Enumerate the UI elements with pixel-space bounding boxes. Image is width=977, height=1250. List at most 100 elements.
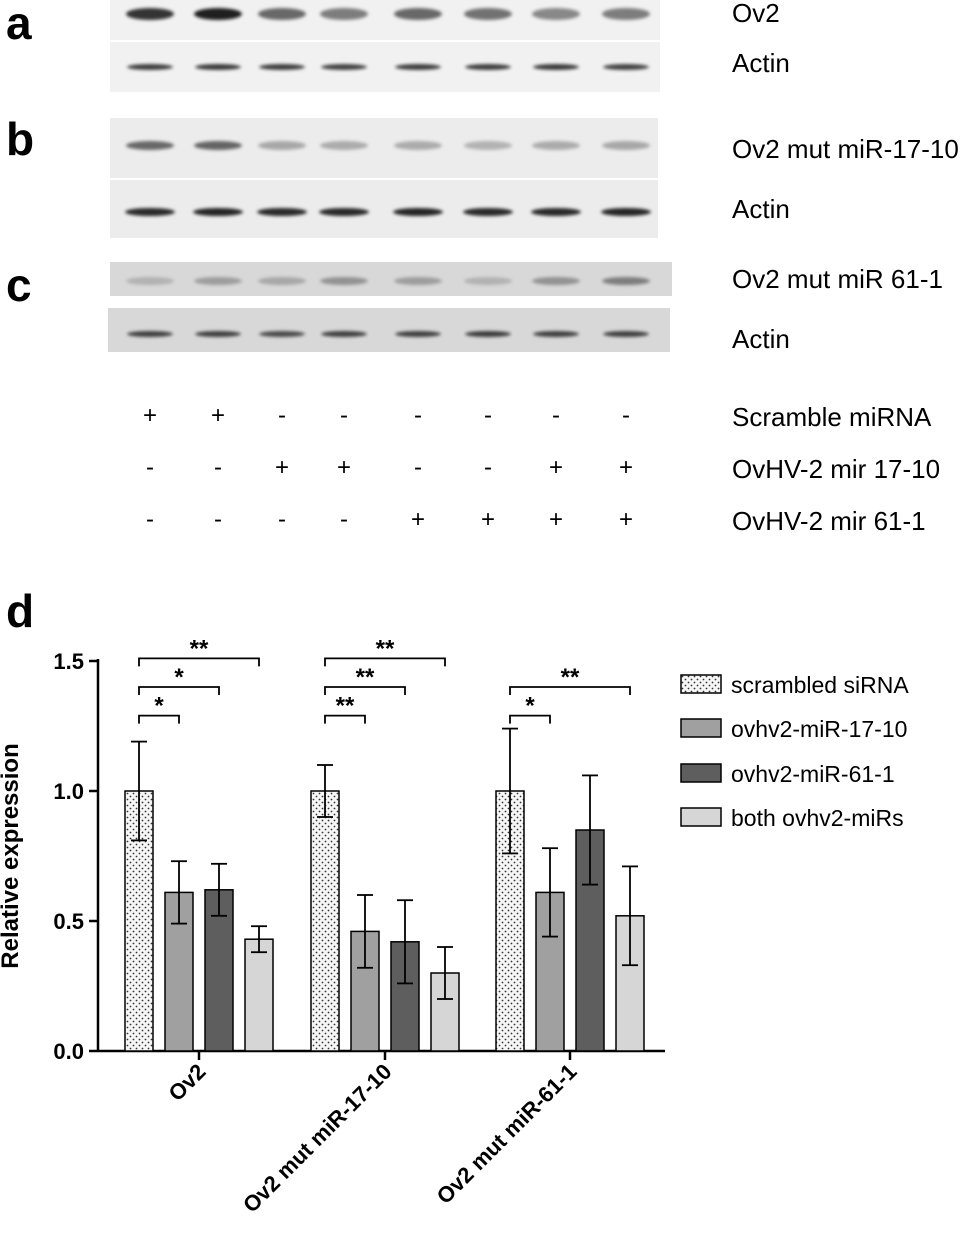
blot-a-target-band-1 — [126, 8, 174, 20]
condition-sign: + — [410, 506, 425, 533]
blot-b-actin-band-4 — [319, 207, 369, 216]
blot-a-actin-band-3 — [259, 64, 305, 70]
significance-bracket — [324, 686, 406, 695]
blot-a-target-image — [110, 0, 660, 40]
condition-sign: + — [548, 506, 563, 533]
blot-a-actin-band-2 — [195, 64, 241, 70]
y-tick-label: 0.5 — [53, 909, 84, 934]
blot-b-target-band-2 — [194, 140, 242, 150]
bar — [535, 891, 565, 1052]
blot-c-target-label: Ov2 mut miR 61-1 — [732, 264, 943, 294]
blot-c-actin-band-4 — [321, 331, 367, 338]
panel-letter-d: d — [6, 585, 35, 637]
blot-b-actin-image — [110, 180, 658, 238]
condition-sign: - — [146, 454, 154, 481]
legend-swatch — [680, 718, 722, 738]
significance-label: * — [174, 664, 184, 691]
legend-swatch — [680, 674, 722, 694]
condition-sign: + — [618, 454, 633, 481]
blot-a-target-band-3 — [258, 8, 306, 20]
blot-c-actin-band-7 — [533, 331, 579, 338]
legend-label: scrambled siRNA — [731, 672, 909, 698]
significance-bracket — [509, 686, 631, 695]
bar — [244, 938, 274, 1052]
blot-b-actin-band-2 — [193, 207, 243, 216]
panel-letter-b: b — [6, 113, 35, 165]
y-tick-label: 1.0 — [53, 779, 84, 804]
condition-sign: + — [210, 402, 225, 429]
condition-sign: - — [414, 402, 422, 429]
blot-c-target-band-8 — [602, 276, 650, 285]
condition-sign: - — [214, 506, 222, 533]
condition-label: OvHV-2 mir 61-1 — [732, 506, 926, 536]
condition-sign: - — [484, 402, 492, 429]
condition-sign: - — [552, 402, 560, 429]
condition-sign: - — [484, 454, 492, 481]
significance-bracket — [509, 714, 551, 724]
condition-sign: - — [340, 402, 348, 429]
significance-bracket — [138, 657, 260, 667]
blot-a-actin-band-1 — [127, 64, 173, 70]
blot-a-target-band-2 — [194, 8, 242, 20]
blot-b-target-band-4 — [320, 140, 368, 150]
bar-chart: 0.0 0.5 1.0 1.5 Relative expression Ov2 Ov2 mu… — [0, 635, 909, 1218]
x-tick-label: Ov2 — [163, 1059, 210, 1106]
blot-c-target-band-4 — [320, 276, 368, 285]
blot-c-target-band-7 — [532, 276, 580, 285]
legend-swatch — [680, 807, 722, 827]
bar — [495, 790, 525, 1052]
blot-a-target-band-8 — [602, 8, 650, 20]
significance-label: * — [525, 693, 535, 720]
blot-a-target-band-6 — [464, 8, 512, 20]
x-tick-label: Ov2 mut miR-61-1 — [432, 1059, 582, 1209]
legend-label: ovhv2-miR-17-10 — [731, 716, 907, 742]
significance-label: * — [154, 693, 164, 720]
condition-sign: - — [146, 506, 154, 533]
blot-c-actin-band-5 — [395, 331, 441, 338]
blot-c-actin-band-6 — [465, 331, 511, 338]
blot-a-target-band-4 — [320, 8, 368, 20]
blot-b-actin-band-1 — [125, 207, 175, 216]
blot-c-actin-band-8 — [603, 331, 649, 338]
bar — [204, 889, 234, 1052]
significance-label: ** — [190, 635, 209, 662]
blot-b-target-band-7 — [532, 140, 580, 150]
blot-b-actin-band-6 — [463, 207, 513, 216]
blot-b-actin-band-3 — [257, 207, 307, 216]
condition-label: Scramble miRNA — [732, 402, 932, 432]
blot-c-actin-image — [108, 308, 670, 352]
y-tick-label: 0.0 — [53, 1039, 84, 1064]
condition-sign: - — [214, 454, 222, 481]
condition-sign: + — [618, 506, 633, 533]
y-tick-label: 1.5 — [53, 649, 84, 674]
blot-b-actin-band-8 — [601, 207, 651, 216]
condition-sign: - — [278, 506, 286, 533]
blot-c-actin-band-3 — [259, 331, 305, 338]
significance-label: ** — [376, 635, 395, 662]
blot-c-target-band-2 — [194, 276, 242, 285]
blot-c-target-band-1 — [126, 276, 174, 285]
significance-bracket — [324, 657, 446, 667]
blot-a-target-band-5 — [394, 8, 442, 20]
x-tick-label: Ov2 mut miR-17-10 — [238, 1059, 397, 1218]
blot-a-target-label: Ov2 — [732, 0, 780, 28]
condition-sign: - — [414, 454, 422, 481]
blot-c-target-image — [110, 262, 672, 296]
blot-a-actin-image — [110, 42, 660, 92]
significance-label: ** — [336, 693, 355, 720]
blot-c-actin-band-2 — [195, 331, 241, 338]
condition-sign: + — [336, 454, 351, 481]
condition-sign: + — [142, 402, 157, 429]
blot-b-target-band-6 — [464, 140, 512, 150]
blot-a-actin-band-5 — [395, 64, 441, 70]
legend-label: both ovhv2-miRs — [731, 805, 904, 831]
panel-letter-a: a — [6, 0, 32, 49]
blot-c-target-band-3 — [258, 276, 306, 285]
blot-b-target-band-8 — [602, 140, 650, 150]
condition-sign: + — [480, 506, 495, 533]
blot-a-actin-band-7 — [533, 64, 579, 70]
condition-sign: - — [278, 402, 286, 429]
blot-a-actin-band-8 — [603, 64, 649, 70]
blot-a-actin-band-6 — [465, 64, 511, 70]
blot-b-actin-band-7 — [531, 207, 581, 216]
